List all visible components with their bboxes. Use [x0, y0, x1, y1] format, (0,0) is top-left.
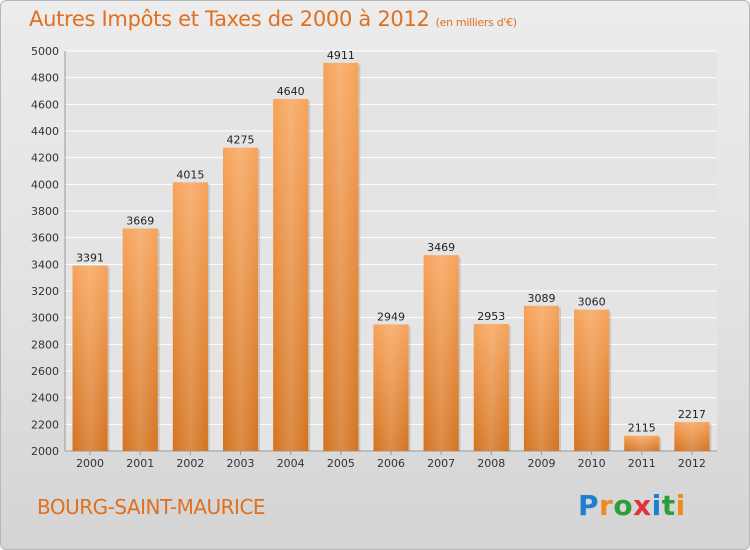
bar-highlight: [373, 324, 409, 451]
y-tick-label: 2600: [31, 365, 59, 378]
data-label: 4275: [227, 134, 255, 147]
y-tick-label: 4600: [31, 98, 59, 111]
data-label: 4640: [277, 85, 305, 98]
data-label: 2953: [477, 310, 505, 323]
x-tick-label: 2006: [377, 457, 405, 470]
bar-highlight: [273, 99, 309, 451]
x-tick-label: 2005: [327, 457, 355, 470]
x-tick-label: 2000: [76, 457, 104, 470]
bar-highlight: [122, 228, 158, 451]
bar-highlight: [222, 147, 259, 451]
y-tick-label: 3200: [31, 285, 59, 298]
logo-letter: P: [578, 489, 600, 522]
data-label: 3469: [427, 241, 455, 254]
chart-title: Autres Impôts et Taxes de 2000 à 2012 (en…: [29, 7, 517, 31]
data-label: 3060: [578, 296, 606, 309]
y-tick-label: 2800: [31, 338, 59, 351]
y-tick-label: 4000: [31, 178, 59, 191]
y-tick-label: 4800: [31, 72, 59, 85]
data-label: 4911: [327, 49, 355, 62]
logo-letter: t: [661, 489, 676, 522]
logo-letter: i: [675, 489, 686, 522]
bar-highlight: [624, 435, 660, 451]
y-tick-label: 3400: [31, 258, 59, 271]
proxiti-logo: Proxiti: [578, 489, 686, 522]
y-tick-label: 4200: [31, 152, 59, 165]
x-tick-label: 2011: [628, 457, 656, 470]
x-tick-label: 2002: [176, 457, 204, 470]
bar-highlight: [473, 323, 509, 451]
data-label: 2115: [628, 422, 656, 435]
data-label: 3089: [527, 292, 555, 305]
data-label: 2217: [678, 408, 706, 421]
bar-highlight: [72, 265, 108, 451]
bar-highlight: [574, 309, 610, 451]
y-tick-label: 3800: [31, 205, 59, 218]
y-tick-label: 2400: [31, 392, 59, 405]
data-label: 2949: [377, 310, 405, 323]
bar-highlight: [523, 305, 560, 451]
bar-highlight: [172, 182, 208, 452]
bar-highlight: [423, 255, 459, 451]
logo-letter: r: [599, 489, 614, 522]
data-label: 4015: [176, 168, 204, 181]
x-tick-label: 2003: [227, 457, 255, 470]
data-label: 3669: [126, 214, 154, 227]
y-tick-label: 2200: [31, 418, 59, 431]
logo-letter: x: [633, 489, 652, 522]
x-tick-label: 2004: [277, 457, 305, 470]
city-name: BOURG-SAINT-MAURICE: [37, 495, 266, 519]
x-tick-label: 2008: [477, 457, 505, 470]
chart-unit: (en milliers d'€): [435, 16, 517, 29]
y-tick-label: 3600: [31, 232, 59, 245]
x-tick-label: 2007: [427, 457, 455, 470]
data-label: 3391: [76, 252, 104, 265]
chart-title-text: Autres Impôts et Taxes de 2000 à 2012: [29, 7, 430, 31]
y-tick-label: 3000: [31, 312, 59, 325]
y-tick-label: 4400: [31, 125, 59, 138]
y-tick-label: 2000: [31, 445, 59, 458]
y-tick-label: 5000: [31, 45, 59, 58]
bar-highlight: [323, 62, 359, 451]
logo-letter: o: [613, 489, 634, 522]
x-tick-label: 2012: [678, 457, 706, 470]
x-tick-label: 2010: [578, 457, 606, 470]
x-tick-label: 2009: [527, 457, 555, 470]
bar-highlight: [674, 422, 710, 451]
x-tick-label: 2001: [126, 457, 154, 470]
logo-letter: i: [651, 489, 662, 522]
